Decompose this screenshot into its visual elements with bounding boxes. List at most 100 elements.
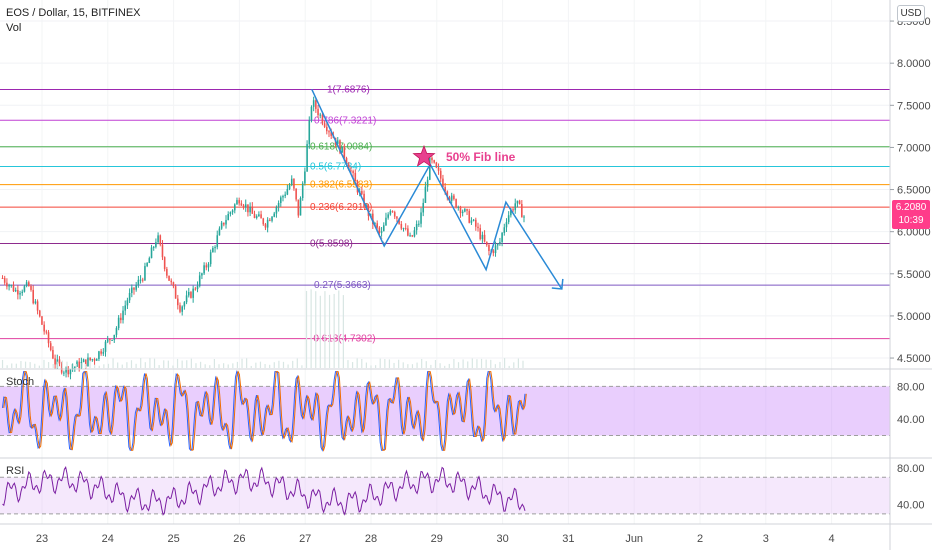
- volume-bar: [278, 360, 280, 368]
- fib-level-label: 0.5(6.7734): [310, 162, 361, 173]
- volume-bar: [453, 359, 455, 368]
- candle-body: [418, 223, 420, 225]
- fib-level-label: 1(7.6876): [327, 85, 370, 96]
- volume-bar: [421, 358, 423, 368]
- candle-body: [240, 203, 243, 206]
- candle-body: [372, 213, 374, 225]
- volume-bar: [1, 359, 4, 368]
- star-shape: [412, 144, 436, 167]
- candle-body: [433, 160, 435, 163]
- volume-bar: [347, 360, 349, 368]
- candle-body: [301, 183, 304, 198]
- volume-bar: [342, 295, 344, 368]
- volume-bar: [430, 364, 432, 368]
- candle-body: [152, 246, 155, 248]
- volume-bar: [186, 360, 188, 368]
- candle-body: [157, 235, 159, 243]
- candle-body: [413, 230, 416, 237]
- fib-level-label: 0.27(5.3663): [314, 280, 371, 291]
- candle-body: [516, 200, 519, 204]
- candle-body: [203, 265, 205, 274]
- price-axis[interactable]: 8.50008.00007.50007.00006.50006.00005.50…: [890, 16, 931, 365]
- volume-bar: [232, 363, 234, 368]
- symbol-header: EOS / Dollar, 15, BITFINEX Vol: [6, 6, 141, 36]
- oscillator-tick-label: 40.00: [897, 414, 925, 426]
- volume-bar: [158, 365, 160, 368]
- candle-body: [104, 341, 107, 352]
- candle-body: [382, 225, 385, 232]
- candle-body: [111, 339, 113, 341]
- candle-body: [284, 194, 286, 196]
- candle-body: [286, 189, 289, 195]
- volume-bar: [167, 360, 169, 368]
- volume-bar: [144, 362, 146, 368]
- candle-body: [223, 222, 225, 225]
- volume-bar: [209, 365, 211, 368]
- volume-bar: [20, 361, 22, 368]
- candle-body: [141, 279, 144, 281]
- candle-body: [415, 224, 418, 231]
- time-axis[interactable]: 23 24 25 26 27 28 29 30 31 Jun 2 3 4: [36, 533, 835, 545]
- volume-bar: [444, 365, 446, 368]
- candle-body: [236, 200, 238, 205]
- candle-body: [8, 285, 10, 287]
- candle-body: [109, 339, 111, 341]
- candle-body: [93, 359, 96, 361]
- candle-body: [262, 218, 265, 225]
- volume-bar: [80, 363, 82, 368]
- candle-body: [177, 298, 179, 306]
- currency-badge[interactable]: USD: [897, 5, 925, 22]
- fib-annotation: 50% Fib line: [446, 150, 516, 164]
- volume-bar: [246, 358, 248, 368]
- candle-body: [475, 219, 477, 227]
- fib-level-label: 0.786(7.3221): [314, 115, 376, 126]
- volume-bar: [402, 362, 404, 368]
- volume-bar: [522, 360, 524, 368]
- candle-body: [518, 200, 521, 204]
- volume-label: Vol: [6, 22, 22, 34]
- volume-bar: [310, 289, 312, 368]
- symbol-title[interactable]: EOS / Dollar, 15, BITFINEX: [6, 7, 141, 19]
- candle-body: [282, 195, 284, 198]
- candle-body: [260, 214, 262, 219]
- volume-bar: [517, 358, 519, 368]
- volume-bar: [513, 362, 515, 368]
- candle-body: [38, 310, 41, 317]
- candle-body: [492, 250, 495, 254]
- volume-bar: [11, 363, 13, 368]
- volume-bar: [75, 364, 77, 368]
- time-tick-label: 29: [431, 533, 443, 545]
- time-tick-label: 25: [167, 533, 179, 545]
- candle-body: [244, 204, 247, 208]
- candle-body: [130, 287, 133, 293]
- volume-bar: [66, 361, 68, 368]
- volume-bar: [38, 365, 40, 368]
- candle-body: [354, 172, 357, 182]
- candle-body: [67, 367, 70, 375]
- volume-bar: [296, 358, 298, 368]
- time-tick-label: 24: [102, 533, 114, 545]
- volume-bar: [140, 358, 142, 368]
- candle-body: [350, 170, 352, 172]
- time-tick-label: 23: [36, 533, 48, 545]
- time-tick-label: Jun: [625, 533, 643, 545]
- candle-body: [212, 247, 214, 253]
- fib-level-label: 0(5.8598): [310, 238, 353, 249]
- candle-body: [21, 291, 24, 294]
- candle-body: [58, 359, 61, 364]
- volume-bar: [107, 363, 110, 368]
- projection-zigzag[interactable]: [311, 88, 564, 290]
- candle-body: [71, 367, 74, 369]
- candle-body: [279, 197, 282, 204]
- candle-body: [503, 227, 506, 233]
- candle-body: [166, 268, 168, 276]
- candle-body: [194, 288, 197, 290]
- candle-body: [179, 305, 181, 312]
- candle-body: [323, 123, 326, 127]
- candle-body: [258, 214, 260, 217]
- rsi-label: RSI: [6, 465, 24, 477]
- fib-retracement[interactable]: 1(7.6876) 0.786(7.3221) 0.618(7.0084) 0.5(6…: [0, 85, 890, 345]
- candle-body: [407, 228, 409, 236]
- volume-bar: [485, 359, 487, 368]
